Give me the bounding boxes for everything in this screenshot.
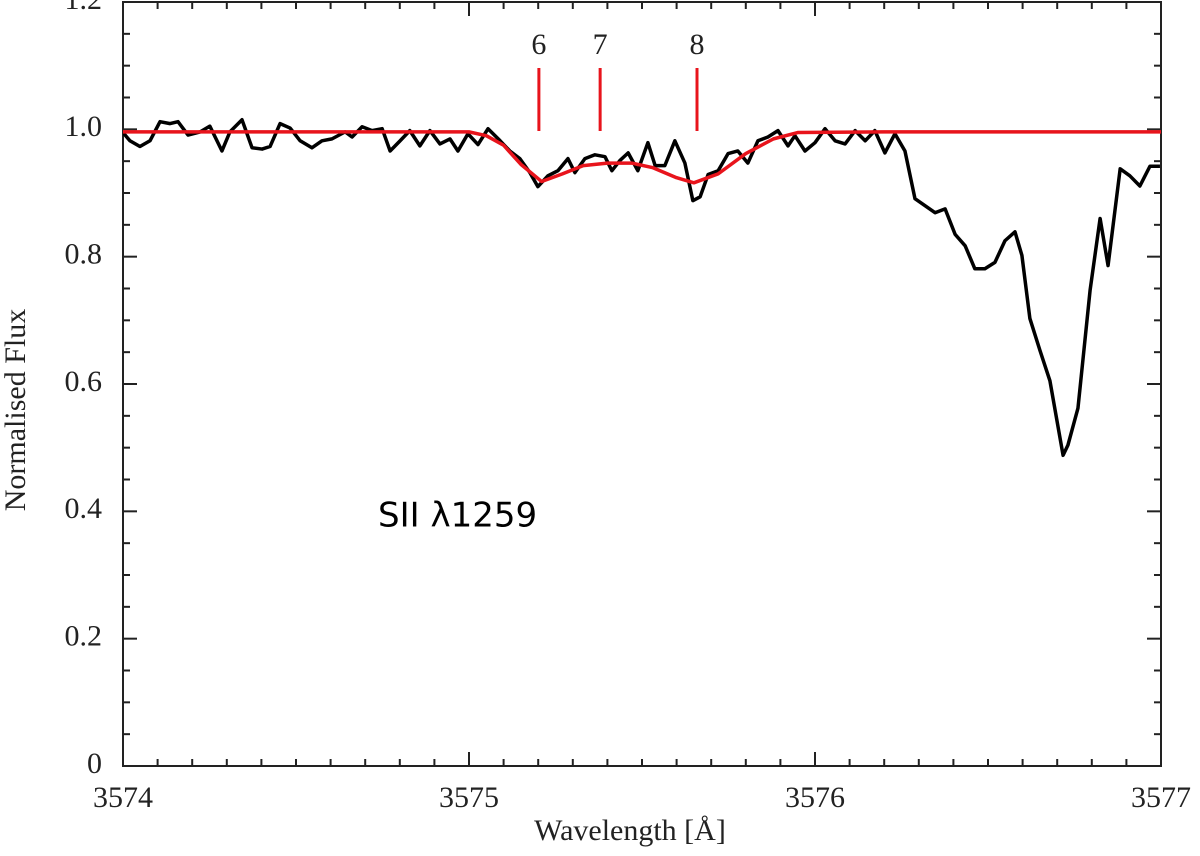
component-label: 6 xyxy=(531,28,546,61)
x-tick-label: 3574 xyxy=(93,781,153,814)
y-tick-label: 0.8 xyxy=(65,238,103,271)
y-axis-title: Normalised Flux xyxy=(0,309,32,512)
series-line xyxy=(123,118,1160,458)
y-tick-label: 0 xyxy=(87,747,102,780)
component-label: 8 xyxy=(690,28,705,61)
y-tick-label: 0.2 xyxy=(65,620,103,653)
x-tick-label: 3575 xyxy=(439,781,499,814)
x-tick-label: 3576 xyxy=(785,781,845,814)
y-tick-label: 0.6 xyxy=(65,365,103,398)
y-tick-label: 1.0 xyxy=(65,110,103,143)
component-label: 7 xyxy=(593,28,608,61)
annotation: SII λ1259 xyxy=(378,496,537,536)
x-tick-label: 3577 xyxy=(1131,781,1191,814)
series-line xyxy=(123,130,1161,185)
y-tick-label: 1.2 xyxy=(65,0,103,16)
plot-frame xyxy=(122,1,1162,767)
x-axis-title: Wavelength [Å] xyxy=(534,814,726,847)
y-tick-label: 0.4 xyxy=(65,492,103,525)
